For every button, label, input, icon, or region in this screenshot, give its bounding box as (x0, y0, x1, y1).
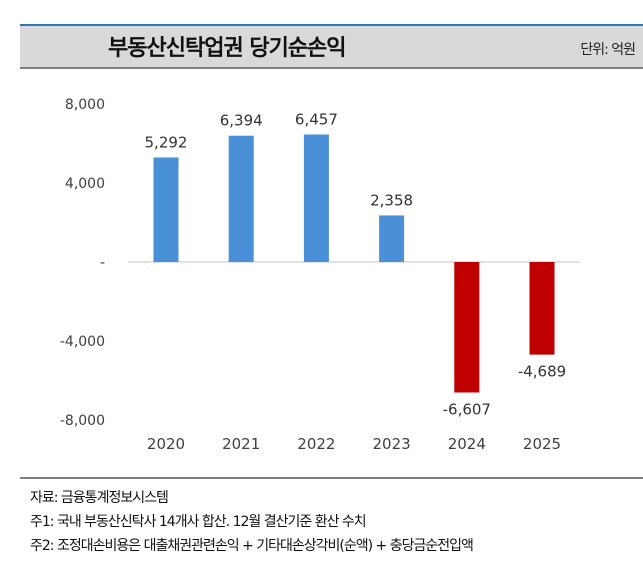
bar (228, 135, 254, 262)
x-tick-label: 2023 (373, 435, 411, 453)
data-label: 2,358 (370, 191, 413, 209)
bar (529, 262, 555, 355)
source-note: 자료: 금융통계정보시스템 (30, 490, 169, 506)
x-tick-label: 2024 (448, 435, 486, 453)
y-tick-label: 4,000 (65, 176, 105, 192)
data-label: -6,607 (443, 400, 491, 418)
data-label: -4,689 (518, 363, 566, 381)
bar (153, 157, 179, 262)
note-1: 주1: 국내 부동산신탁사 14개사 합산. 12월 결산기준 환산 수치 (30, 514, 367, 530)
data-label: 6,394 (220, 112, 263, 130)
note-2: 주2: 조정대손비용은 대출채권관련손익 + 기타대손상각비(순액) + 충당금… (30, 538, 474, 554)
y-tick-label: - (100, 255, 105, 271)
data-label: 6,457 (295, 110, 338, 128)
x-tick-label: 2022 (297, 435, 335, 453)
bar (303, 134, 329, 262)
y-tick-label: -8,000 (60, 413, 105, 429)
footer-divider (20, 477, 643, 479)
x-tick-label: 2021 (222, 435, 260, 453)
unit-label: 단위: 억원 (580, 42, 636, 58)
chart-header: 부동산신탁업권 당기순손익 단위: 억원 (20, 24, 643, 69)
chart-title: 부동산신탁업권 당기순손익 (108, 36, 347, 61)
footnotes: 자료: 금융통계정보시스템 주1: 국내 부동산신탁사 14개사 합산. 12월… (30, 486, 474, 558)
x-tick-label: 2025 (523, 435, 561, 453)
bar-chart: 8,000 4,000 - -4,000 -8,000 5,292 2020 6,394 202… (60, 97, 580, 453)
y-tick-label: -4,000 (60, 334, 105, 350)
bar (379, 215, 405, 262)
x-tick-label: 2020 (147, 435, 185, 453)
bar (454, 262, 480, 393)
data-label: 5,292 (145, 133, 188, 151)
y-tick-label: 8,000 (65, 97, 105, 113)
